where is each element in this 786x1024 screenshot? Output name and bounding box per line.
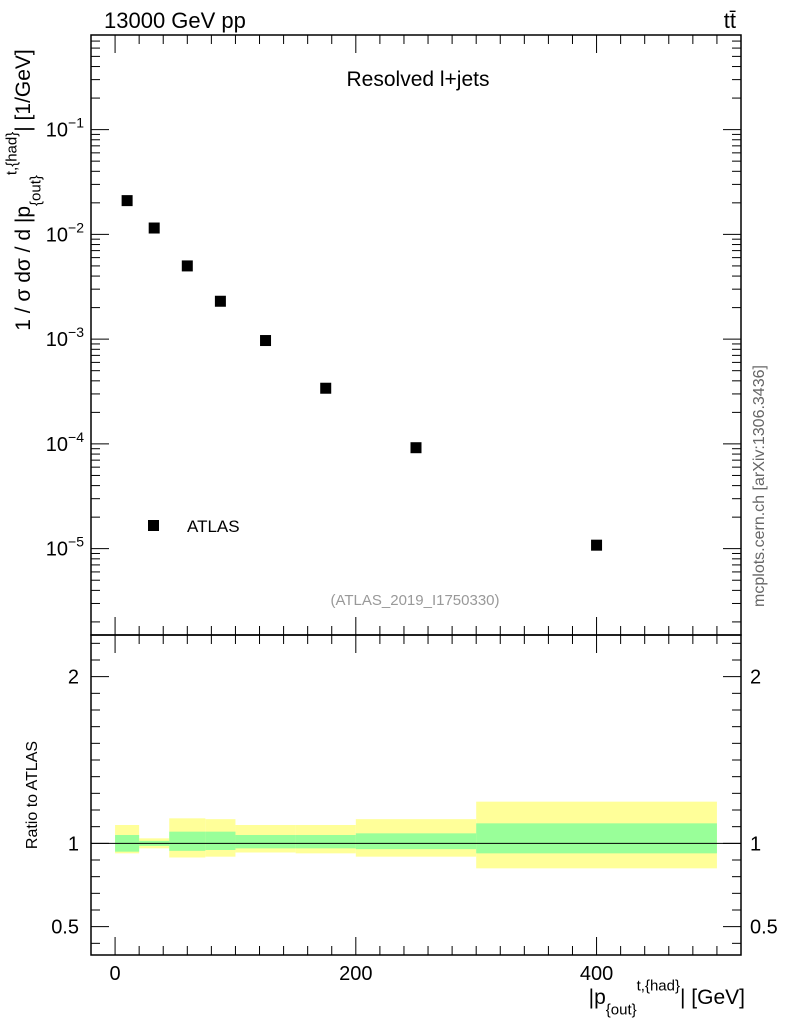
energy-label: 13000 GeV pp — [104, 8, 246, 33]
green-band — [235, 835, 296, 849]
main-plot-frame — [90, 34, 742, 636]
data-point — [121, 195, 133, 207]
y-tick-label: 10−4 — [46, 429, 84, 456]
x-tick-label: 400 — [580, 963, 613, 985]
ratio-y-tick-label: 2 — [68, 667, 79, 689]
green-band — [169, 831, 206, 851]
legend-label-atlas: ATLAS — [187, 517, 240, 536]
green-band — [355, 833, 477, 850]
y-tick-label: 10−3 — [46, 324, 84, 351]
legend-marker-atlas — [148, 520, 159, 531]
data-point — [214, 295, 226, 307]
side-credit: mcplots.cern.ch [arXiv:1306.3436] — [751, 365, 768, 607]
green-band — [476, 823, 717, 854]
green-band — [295, 835, 356, 849]
y-tick-label: 10−5 — [46, 534, 84, 561]
ratio-plot-panel: 0.5 0.5 1 1 2 2 0 200 400 Ratio to ATLAS |p{out… — [24, 634, 778, 1019]
data-point — [181, 260, 193, 272]
data-point — [148, 222, 160, 234]
main-plot-panel: 10−5 10−4 10−3 10−2 10−1 Resolved l+jets (AT… — [4, 34, 742, 636]
process-label: tt̄ — [724, 8, 736, 33]
x-tick-label: 0 — [110, 963, 121, 985]
ratio-y-axis-label: Ratio to ATLAS — [24, 741, 41, 849]
data-point — [320, 382, 332, 394]
y-tick-label: 10−2 — [46, 219, 84, 246]
ratio-y-tick-label: 2 — [750, 667, 761, 689]
x-tick-label: 200 — [339, 963, 372, 985]
data-point — [410, 442, 422, 454]
atlas-data-points — [121, 195, 603, 551]
data-point — [260, 335, 272, 347]
data-point — [591, 539, 603, 551]
ratio-plot-frame — [90, 634, 742, 956]
analysis-id: (ATLAS_2019_I1750330) — [330, 592, 499, 609]
x-axis-label: |p{out}t,{had}| [GeV] — [589, 978, 745, 1019]
ratio-y-tick-label: 1 — [68, 833, 79, 855]
ratio-y-tick-label: 0.5 — [750, 917, 778, 939]
ratio-uncertainty-bands — [115, 801, 717, 869]
y-tick-label: 10−1 — [46, 115, 84, 142]
ratio-y-tick-label: 1 — [750, 833, 761, 855]
ratio-y-tick-label: 0.5 — [51, 917, 79, 939]
top-y-axis-label: 1 / σ dσ / d |p{out}t,{had}| [1/GeV] — [4, 49, 45, 331]
green-band — [205, 831, 236, 850]
plot-title: Resolved l+jets — [347, 68, 490, 91]
